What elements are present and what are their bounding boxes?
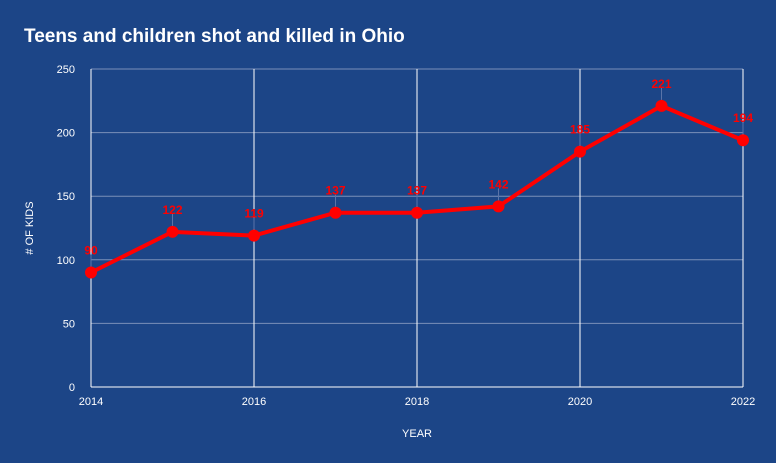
data-label: 137: [407, 184, 427, 198]
data-label: 122: [162, 203, 182, 217]
data-label: 221: [651, 77, 671, 91]
data-point: [655, 99, 668, 112]
y-axis-label: # OF KIDS: [24, 201, 36, 254]
data-point: [329, 206, 342, 219]
data-point: [85, 266, 97, 279]
data-label: 119: [244, 207, 264, 221]
y-tick-label: 50: [63, 318, 75, 330]
data-point: [248, 229, 260, 242]
data-label: 185: [570, 123, 590, 137]
y-tick-label: 0: [69, 382, 75, 394]
x-tick-label: 2016: [242, 396, 266, 408]
data-point: [737, 134, 749, 147]
data-point: [411, 206, 423, 219]
data-point: [492, 200, 505, 213]
y-tick-label: 100: [57, 255, 75, 267]
x-tick-label: 2022: [731, 396, 755, 408]
x-tick-label: 2014: [79, 396, 103, 408]
chart-title: Teens and children shot and killed in Oh…: [24, 26, 405, 47]
x-tick-label: 2020: [568, 396, 592, 408]
data-label: 137: [325, 184, 345, 198]
data-label: 90: [84, 244, 98, 258]
data-label: 194: [733, 111, 753, 125]
y-tick-label: 250: [57, 64, 75, 76]
data-point: [574, 145, 586, 158]
data-label: 142: [488, 177, 508, 191]
y-tick-label: 150: [57, 191, 75, 203]
data-point: [166, 225, 179, 238]
x-tick-label: 2018: [405, 396, 429, 408]
y-tick-label: 200: [57, 128, 75, 140]
x-axis-label: YEAR: [402, 428, 432, 440]
